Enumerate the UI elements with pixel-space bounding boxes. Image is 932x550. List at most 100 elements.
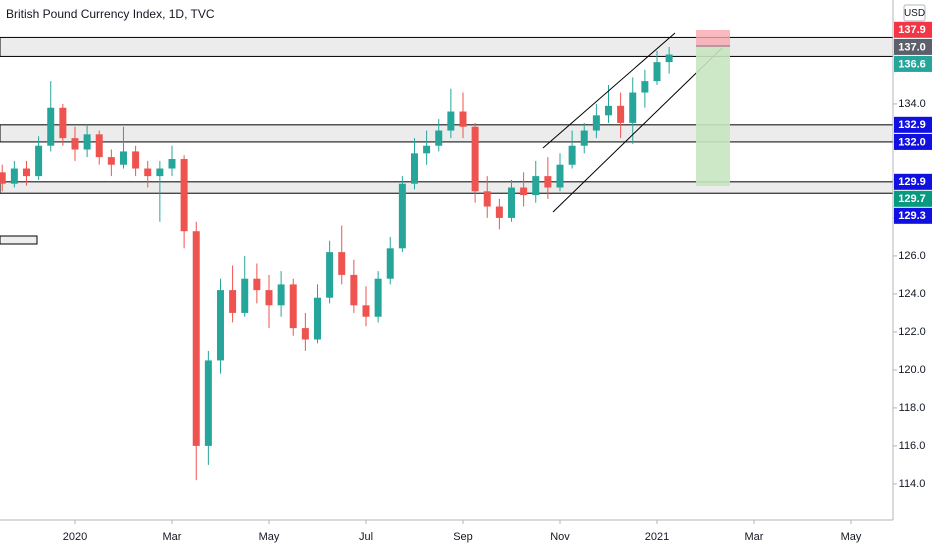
candle-body bbox=[532, 176, 540, 196]
channel-upper bbox=[542, 32, 676, 149]
candle-body bbox=[580, 130, 588, 146]
price-label-box bbox=[894, 38, 932, 55]
y-tick-label: 134.0 bbox=[898, 98, 926, 110]
candle-body bbox=[568, 145, 576, 165]
x-tick-label: 2021 bbox=[645, 531, 669, 543]
candle-body bbox=[617, 105, 625, 123]
price-label-box bbox=[894, 116, 932, 133]
candle-body bbox=[483, 191, 491, 207]
zone bbox=[0, 181, 894, 194]
price-label: 137.9 bbox=[898, 24, 926, 36]
stop-zone bbox=[696, 30, 730, 47]
candle-body bbox=[289, 284, 297, 329]
candle-body bbox=[253, 278, 261, 291]
candle-body bbox=[22, 168, 30, 177]
candle-body bbox=[326, 252, 334, 298]
price-label: 129.7 bbox=[898, 193, 926, 205]
zone bbox=[0, 36, 894, 57]
candle-body bbox=[144, 168, 152, 177]
candle-body bbox=[95, 134, 103, 158]
price-label: 132.0 bbox=[898, 136, 926, 148]
price-label-box bbox=[894, 21, 932, 38]
chart-title: British Pound Currency Index, 1D, TVC bbox=[6, 7, 215, 21]
candle-body bbox=[180, 159, 188, 232]
candle-body bbox=[435, 130, 443, 146]
currency-box[interactable] bbox=[903, 4, 926, 22]
candle-body bbox=[10, 168, 18, 184]
price-label-box bbox=[894, 207, 932, 224]
candle-body bbox=[47, 107, 55, 146]
currency: USD bbox=[904, 8, 925, 19]
candle-body bbox=[192, 231, 200, 446]
candle-body bbox=[338, 252, 346, 275]
candle-body bbox=[592, 115, 600, 131]
candle-body bbox=[83, 134, 91, 150]
x-tick-label: Mar bbox=[163, 531, 182, 543]
price-label: 129.3 bbox=[898, 210, 926, 222]
candle-body bbox=[59, 107, 67, 139]
price-label: 137.0 bbox=[898, 41, 926, 53]
candles bbox=[0, 46, 673, 481]
candle-body bbox=[35, 145, 43, 177]
price-label: 136.6 bbox=[898, 58, 926, 70]
price-label: 129.9 bbox=[898, 176, 926, 188]
price-label-box bbox=[894, 55, 932, 72]
candle-body bbox=[629, 92, 637, 123]
candle-body bbox=[398, 183, 406, 249]
candle-body bbox=[374, 278, 382, 317]
candle-body bbox=[423, 145, 431, 154]
y-tick-label: 124.0 bbox=[898, 288, 926, 300]
candle-body bbox=[229, 290, 237, 313]
y-tick-label: 120.0 bbox=[898, 364, 926, 376]
x-tick-label: May bbox=[259, 531, 280, 543]
candle-body bbox=[107, 157, 115, 165]
candle-body bbox=[386, 248, 394, 279]
x-tick-label: Nov bbox=[550, 531, 570, 543]
candle-body bbox=[447, 111, 455, 131]
candle-body bbox=[216, 290, 224, 361]
rectangle-tool bbox=[0, 235, 38, 245]
target-zone bbox=[696, 47, 730, 186]
candle-body bbox=[410, 153, 418, 184]
price-label-box bbox=[894, 173, 932, 190]
x-tick-label: Mar bbox=[745, 531, 764, 543]
y-tick-label: 122.0 bbox=[898, 326, 926, 338]
candle-body bbox=[556, 164, 564, 188]
channel-lower bbox=[552, 47, 723, 213]
candle-body bbox=[301, 328, 309, 340]
zone bbox=[0, 124, 894, 143]
candle-body bbox=[71, 138, 79, 150]
candle-body bbox=[653, 62, 661, 82]
candle-body bbox=[277, 284, 285, 306]
candle-body bbox=[265, 290, 273, 306]
candle-body bbox=[362, 305, 370, 317]
y-tick-label: 118.0 bbox=[899, 402, 926, 414]
candle-body bbox=[204, 360, 212, 446]
price-label-box bbox=[894, 133, 932, 150]
price-label-box bbox=[894, 190, 932, 207]
zones bbox=[0, 36, 894, 194]
axes: 114.0116.0118.0120.0122.0124.0126.0128.0… bbox=[63, 21, 932, 543]
candle-body bbox=[471, 126, 479, 192]
y-tick-label: 114.0 bbox=[899, 478, 926, 490]
candle-body bbox=[313, 297, 321, 340]
y-tick-label: 116.0 bbox=[899, 440, 926, 452]
candle-body bbox=[0, 172, 6, 184]
x-tick-label: 2020 bbox=[63, 531, 87, 543]
candle-body bbox=[544, 176, 552, 188]
candle-body bbox=[132, 151, 140, 169]
x-tick-label: May bbox=[841, 531, 862, 543]
x-tick-label: Sep bbox=[453, 531, 473, 543]
candle-body bbox=[119, 151, 127, 165]
candle-body bbox=[168, 159, 176, 169]
candle-body bbox=[507, 187, 515, 218]
candle-body bbox=[495, 206, 503, 218]
x-tick-label: Jul bbox=[359, 531, 373, 543]
candle-body bbox=[520, 187, 528, 196]
price-label: 132.9 bbox=[898, 119, 926, 131]
candle-body bbox=[604, 105, 612, 116]
y-tick-label: 126.0 bbox=[898, 250, 926, 262]
candle-body bbox=[665, 54, 673, 63]
candle-body bbox=[156, 168, 164, 177]
